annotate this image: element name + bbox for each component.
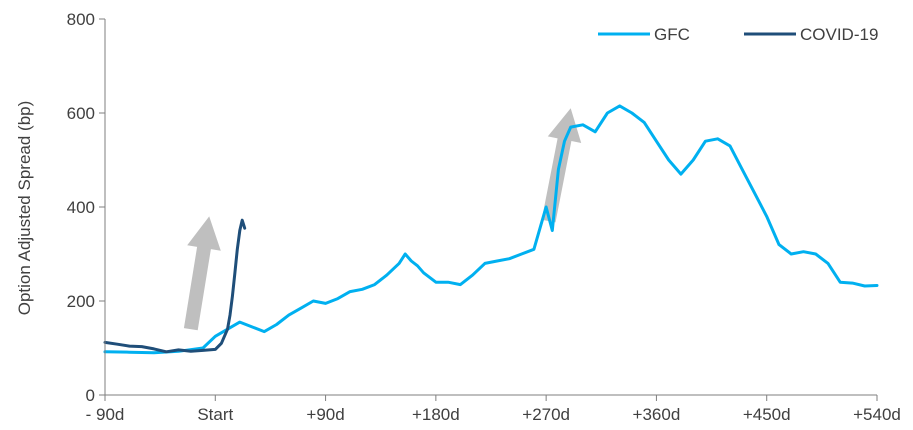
trend-arrows (183, 108, 582, 331)
x-tick-label: +450d (743, 405, 791, 424)
legend-label: COVID-19 (800, 25, 878, 44)
y-tick-label: 400 (67, 198, 95, 217)
y-tick-label: 200 (67, 292, 95, 311)
legend: GFC COVID-19 (598, 25, 878, 44)
x-tick-label: +270d (522, 405, 570, 424)
x-tick-label: Start (197, 405, 233, 424)
x-tick-label: +180d (412, 405, 460, 424)
x-tick-labels: - 90d Start +90d +180d +270d +360d +450d +540d (86, 395, 901, 424)
series-line-gfc (103, 104, 879, 355)
x-tick-label: +90d (306, 405, 344, 424)
x-tick-label: +540d (853, 405, 901, 424)
trend-arrow (183, 216, 221, 331)
legend-label: GFC (654, 25, 690, 44)
trend-arrow (541, 108, 582, 223)
y-tick-label: 600 (67, 104, 95, 123)
y-axis-label: Option Adjusted Spread (bp) (15, 101, 34, 316)
y-tick-labels: 0 200 400 600 800 (67, 10, 105, 405)
series-lines (103, 104, 879, 355)
series-line-covid-19 (103, 218, 247, 354)
x-tick-label: +360d (633, 405, 681, 424)
y-tick-label: 0 (86, 386, 95, 405)
y-tick-label: 800 (67, 10, 95, 29)
x-tick-label: - 90d (86, 405, 125, 424)
